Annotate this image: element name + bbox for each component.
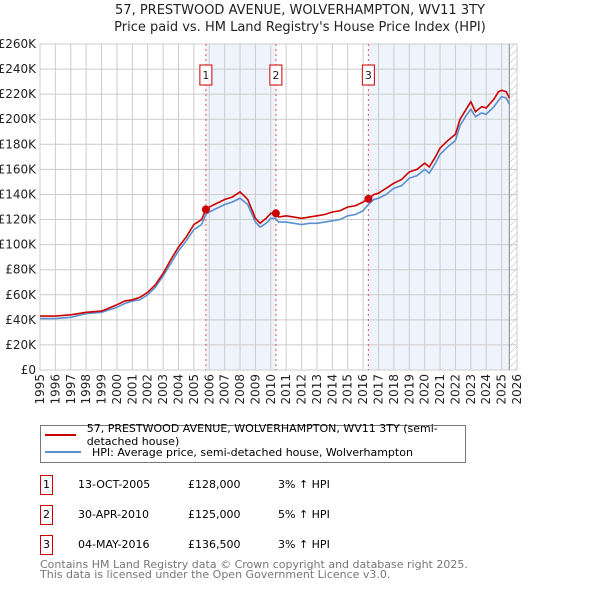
y-tick-label: £20K [5, 338, 37, 352]
footer-line: This data is licensed under the Open Gov… [40, 568, 391, 581]
sale-point [364, 194, 373, 203]
x-tick-label: 2017 [372, 374, 386, 405]
x-tick-label: 2010 [264, 374, 278, 405]
legend-item-property: 57, PRESTWOOD AVENUE, WOLVERHAMPTON, WV1… [45, 422, 465, 448]
forecast-hatch [509, 44, 517, 370]
x-tick-label: 1999 [95, 374, 109, 405]
sale-marker-badge: 2 [40, 505, 53, 525]
shaded-region [205, 44, 276, 370]
x-tick-label: 2004 [171, 374, 185, 405]
sale-row: 3 04-MAY-2016 £136,500 3% ↑ HPI [40, 535, 440, 555]
sale-marker-label: 3 [365, 69, 372, 82]
x-tick-label: 2001 [125, 374, 139, 405]
y-tick-label: £100K [0, 238, 37, 252]
y-tick-label: £240K [0, 62, 37, 76]
property-price-line [40, 89, 511, 317]
sale-hpi-diff: 3% ↑ HPI [278, 538, 330, 551]
x-tick-label: 1995 [33, 374, 47, 405]
x-tick-label: 2019 [402, 374, 416, 405]
x-tick-label: 1998 [79, 374, 93, 405]
x-tick-label: 2003 [156, 374, 170, 405]
x-tick-label: 2011 [279, 374, 293, 405]
price-chart: £0 £20K £40K £60K £80K £100K £120K £140K £160K £1… [0, 37, 524, 405]
x-tick-label: 2018 [387, 374, 401, 405]
sale-hpi-diff: 5% ↑ HPI [278, 508, 330, 521]
y-tick-label: £200K [0, 112, 37, 126]
x-tick-label: 2007 [218, 374, 232, 405]
sale-price: £136,500 [188, 538, 241, 551]
sale-price: £125,000 [188, 508, 241, 521]
sale-date: 13-OCT-2005 [78, 478, 151, 491]
x-tick-label: 2026 [510, 374, 524, 405]
x-tick-label: 2015 [341, 374, 355, 405]
x-tick-label: 2008 [233, 374, 247, 405]
y-tick-label: £140K [0, 187, 37, 201]
sale-marker-label: 1 [202, 69, 209, 82]
x-tick-label: 2025 [495, 374, 509, 405]
x-tick-label: 2021 [433, 374, 447, 405]
legend-label: HPI: Average price, semi-detached house,… [92, 445, 413, 459]
x-tick-label: 2012 [295, 374, 309, 405]
y-tick-label: £80K [5, 263, 37, 277]
y-tick-label: £120K [0, 213, 37, 227]
y-tick-label: £260K [0, 37, 37, 51]
sale-marker-badge: 3 [40, 535, 53, 555]
x-tick-label: 2014 [325, 374, 339, 405]
sale-marker-box [361, 64, 375, 86]
sale-row: 2 30-APR-2010 £125,000 5% ↑ HPI [40, 505, 440, 525]
x-tick-label: 1996 [48, 374, 62, 405]
sale-price: £128,000 [188, 478, 241, 491]
hpi-line [40, 95, 511, 320]
sale-marker-label: 2 [272, 69, 279, 82]
sale-marker-box [199, 64, 213, 86]
footer: Contains HM Land Registry data © Crown c… [40, 558, 468, 581]
sale-marker-badge: 1 [40, 475, 53, 495]
y-tick-label: £160K [0, 162, 37, 176]
legend-label: 57, PRESTWOOD AVENUE, WOLVERHAMPTON, WV1… [86, 422, 438, 448]
x-tick-label: 2005 [187, 374, 201, 405]
y-tick-label: £0 [21, 363, 36, 377]
x-tick-label: 2009 [248, 374, 262, 405]
x-tick-label: 2023 [464, 374, 478, 405]
x-tick-label: 2013 [310, 374, 324, 405]
x-tick-label: 2006 [202, 374, 216, 405]
sale-date: 30-APR-2010 [78, 508, 150, 521]
footer-line: Contains HM Land Registry data © Crown c… [40, 558, 468, 571]
sale-date: 04-MAY-2016 [78, 538, 150, 551]
x-tick-label: 1997 [64, 374, 78, 405]
y-tick-label: £220K [0, 87, 37, 101]
sale-hpi-diff: 3% ↑ HPI [278, 478, 330, 491]
x-tick-label: 2022 [448, 374, 462, 405]
x-tick-label: 2002 [141, 374, 155, 405]
x-tick-label: 2000 [110, 374, 124, 405]
legend: 57, PRESTWOOD AVENUE, WOLVERHAMPTON, WV1… [40, 422, 466, 463]
sale-point [201, 205, 210, 214]
shaded-region [368, 44, 510, 370]
legend-item-hpi: HPI: Average price, semi-detached house,… [45, 444, 413, 460]
x-tick-label: 2020 [418, 374, 432, 405]
chart-title: 57, PRESTWOOD AVENUE, WOLVERHAMPTON, WV1… [115, 3, 485, 18]
y-tick-label: £180K [0, 137, 37, 151]
chart-subtitle: Price paid vs. HM Land Registry's House … [114, 20, 486, 35]
x-tick-label: 2024 [479, 374, 493, 405]
sale-row: 1 13-OCT-2005 £128,000 3% ↑ HPI [40, 475, 440, 495]
sale-marker-box [269, 64, 283, 86]
x-tick-label: 2016 [356, 374, 370, 405]
y-tick-label: £40K [5, 313, 37, 327]
sale-point [271, 209, 280, 218]
y-tick-label: £60K [5, 288, 37, 302]
